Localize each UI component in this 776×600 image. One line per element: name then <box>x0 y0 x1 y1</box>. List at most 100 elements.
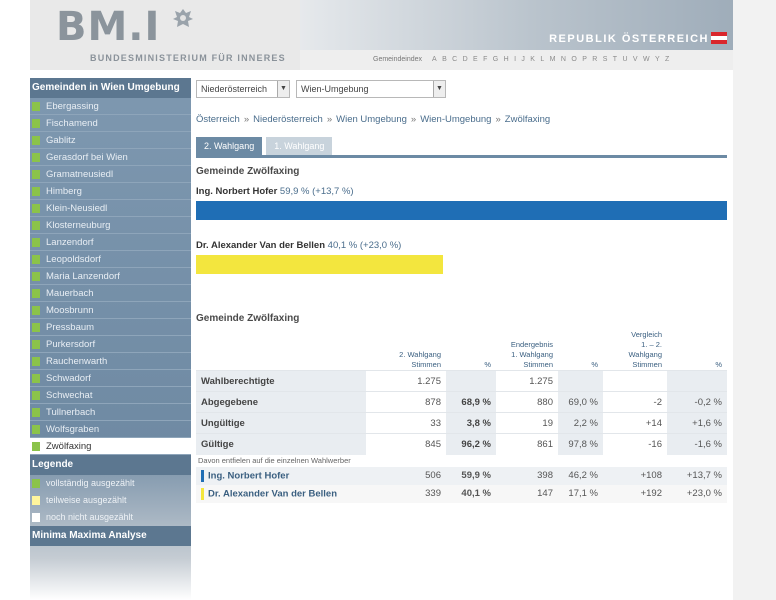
sidebar-heading[interactable]: Gemeinden in Wien Umgebung <box>30 78 191 98</box>
status-square-icon <box>32 373 40 383</box>
table-cell: 46,2 % <box>568 470 598 481</box>
sidebar-item-label: Zwölfaxing <box>46 440 92 452</box>
index-letter[interactable]: G <box>492 56 499 63</box>
sidebar-item[interactable]: Klosterneuburg <box>30 217 191 234</box>
status-square-icon <box>32 101 40 111</box>
index-letter[interactable]: Z <box>665 56 670 63</box>
index-letter[interactable]: F <box>483 56 488 63</box>
sidebar-item-label: Klosterneuburg <box>46 219 111 231</box>
candidate-row: Dr. Alexander Van der Bellen 339 40,1 % 147… <box>196 484 727 503</box>
index-letter[interactable]: T <box>612 56 618 63</box>
chevron-down-icon[interactable]: ▼ <box>433 81 445 97</box>
index-letter[interactable]: O <box>571 56 577 63</box>
index-letter[interactable]: C <box>452 56 458 63</box>
legend-swatch-icon <box>32 513 40 522</box>
index-letter[interactable]: S <box>602 56 608 63</box>
index-letter[interactable]: W <box>642 56 650 63</box>
table-header-row: 2. Wahlgang Stimmen % Endergebnis 1. Wah… <box>196 330 727 371</box>
index-letter[interactable]: Y <box>654 56 660 63</box>
breadcrumb-link[interactable]: Wien-Umgebung <box>420 114 492 125</box>
district-select-value: Wien-Umgebung <box>301 84 369 94</box>
ballot-tabs: 2. Wahlgang 1. Wahlgang <box>196 137 733 155</box>
sidebar-item[interactable]: Pressbaum <box>30 319 191 336</box>
minmax-analysis-link[interactable]: Minima Maxima Analyse <box>30 526 191 546</box>
index-letter[interactable]: K <box>530 56 535 63</box>
table-cell: 3,8 % <box>446 412 496 434</box>
index-letter[interactable]: L <box>540 56 545 63</box>
sidebar-item-label: Ebergassing <box>46 100 99 112</box>
index-letter[interactable]: J <box>521 56 525 63</box>
tab-second-round[interactable]: 2. Wahlgang <box>196 137 263 155</box>
state-select[interactable]: Niederösterreich ▼ <box>196 80 290 98</box>
breadcrumb-separator: » <box>495 114 501 125</box>
candidate-1-line: Ing. Norbert Hofer 59,9 % (+13,7 %) <box>196 186 733 197</box>
candidate-2-block: Dr. Alexander Van der Bellen 40,1 % (+23… <box>196 240 733 274</box>
index-letter[interactable]: B <box>442 56 447 63</box>
legend-swatch-icon <box>32 496 40 505</box>
table-cell: 40,1 % <box>461 488 491 499</box>
legend-item: noch nicht ausgezählt <box>30 509 191 526</box>
breadcrumb-link[interactable]: Zwölfaxing <box>504 114 551 125</box>
sidebar-item[interactable]: Fischamend <box>30 115 191 132</box>
breadcrumb-link[interactable]: Österreich <box>196 114 240 125</box>
legend-swatch-icon <box>32 479 40 488</box>
header: BM.I BUNDESMINISTERIUM FÜR INNERES R E P U B… <box>30 0 733 70</box>
table-cell: 878 <box>366 391 446 413</box>
sidebar-item-label: Purkersdorf <box>46 338 96 350</box>
sidebar: Gemeinden in Wien Umgebung Ebergassing Fi… <box>30 78 191 600</box>
index-letter[interactable]: U <box>622 56 628 63</box>
index-letter[interactable]: M <box>549 56 556 63</box>
sidebar-item[interactable]: Tullnerbach <box>30 404 191 421</box>
sidebar-item[interactable]: Rauchenwarth <box>30 353 191 370</box>
sidebar-item[interactable]: Gramatneusiedl <box>30 166 191 183</box>
district-select[interactable]: Wien-Umgebung ▼ <box>296 80 446 98</box>
index-letter[interactable]: D <box>462 56 468 63</box>
content-frame: BM.I BUNDESMINISTERIUM FÜR INNERES R E P U B… <box>30 0 733 600</box>
sidebar-item[interactable]: Ebergassing <box>30 98 191 115</box>
logo-area[interactable]: BM.I BUNDESMINISTERIUM FÜR INNERES <box>30 0 300 70</box>
sidebar-item[interactable]: Schwechat <box>30 387 191 404</box>
index-letter[interactable]: I <box>514 56 517 63</box>
tab-first-round[interactable]: 1. Wahlgang <box>266 137 333 155</box>
status-square-icon <box>32 356 40 366</box>
sidebar-item[interactable]: Klein-Neusiedl <box>30 200 191 217</box>
candidate-1-bar <box>196 201 727 220</box>
breadcrumb-link[interactable]: Niederösterreich <box>253 114 323 125</box>
table-cell: +192 <box>640 488 662 499</box>
index-letter[interactable]: E <box>473 56 478 63</box>
table-cell: +23,0 % <box>686 488 722 499</box>
sidebar-item[interactable]: Zwölfaxing <box>30 438 191 455</box>
sidebar-item[interactable]: Mauerbach <box>30 285 191 302</box>
chevron-down-icon[interactable]: ▼ <box>277 81 289 97</box>
sidebar-item-label: Rauchenwarth <box>46 355 108 367</box>
breadcrumb-link[interactable]: Wien Umgebung <box>336 114 407 125</box>
table-cell: 59,9 % <box>461 470 491 481</box>
index-letter[interactable]: A <box>432 56 437 63</box>
sidebar-item[interactable]: Wolfsgraben <box>30 421 191 438</box>
sidebar-item[interactable]: Gablitz <box>30 132 191 149</box>
table-cell: -16 <box>603 433 667 455</box>
table-cell: +14 <box>603 412 667 434</box>
sidebar-item[interactable]: Maria Lanzendorf <box>30 268 191 285</box>
sidebar-item[interactable]: Leopoldsdorf <box>30 251 191 268</box>
candidate-color-marker <box>201 469 204 482</box>
row-label: Ungültige <box>196 412 366 434</box>
candidate-row-label: Ing. Norbert Hofer <box>196 467 366 485</box>
sidebar-item[interactable]: Himberg <box>30 183 191 200</box>
index-letter[interactable]: R <box>592 56 598 63</box>
index-letter[interactable]: P <box>582 56 587 63</box>
header-round1-pct: % <box>591 360 598 369</box>
sidebar-item[interactable]: Gerasdorf bei Wien <box>30 149 191 166</box>
legend-list: vollständig ausgezählt teilweise ausgezäh… <box>30 475 191 526</box>
index-letter[interactable]: N <box>560 56 566 63</box>
sidebar-item[interactable]: Lanzendorf <box>30 234 191 251</box>
index-letter[interactable]: V <box>632 56 638 63</box>
sidebar-item[interactable]: Purkersdorf <box>30 336 191 353</box>
row-label: Gültige <box>196 433 366 455</box>
sidebar-item-label: Fischamend <box>46 117 98 129</box>
austria-flag-icon <box>711 32 727 44</box>
logo[interactable]: BM.I <box>56 4 161 50</box>
sidebar-item[interactable]: Schwadorf <box>30 370 191 387</box>
index-letter[interactable]: H <box>503 56 509 63</box>
sidebar-item[interactable]: Moosbrunn <box>30 302 191 319</box>
